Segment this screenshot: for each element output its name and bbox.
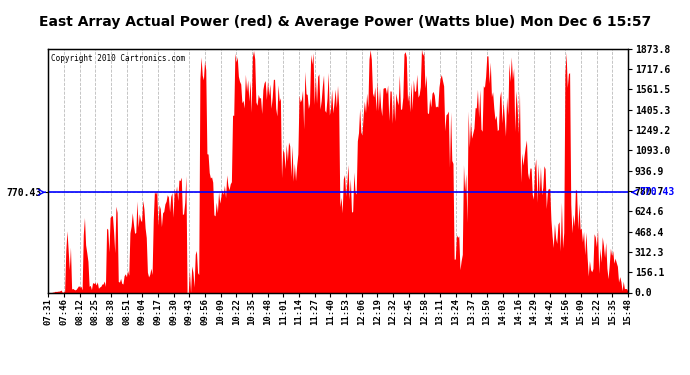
Text: East Array Actual Power (red) & Average Power (Watts blue) Mon Dec 6 15:57: East Array Actual Power (red) & Average … <box>39 15 651 29</box>
Text: 770.43: 770.43 <box>640 187 675 197</box>
Text: Copyright 2010 Cartronics.com: Copyright 2010 Cartronics.com <box>51 54 186 63</box>
